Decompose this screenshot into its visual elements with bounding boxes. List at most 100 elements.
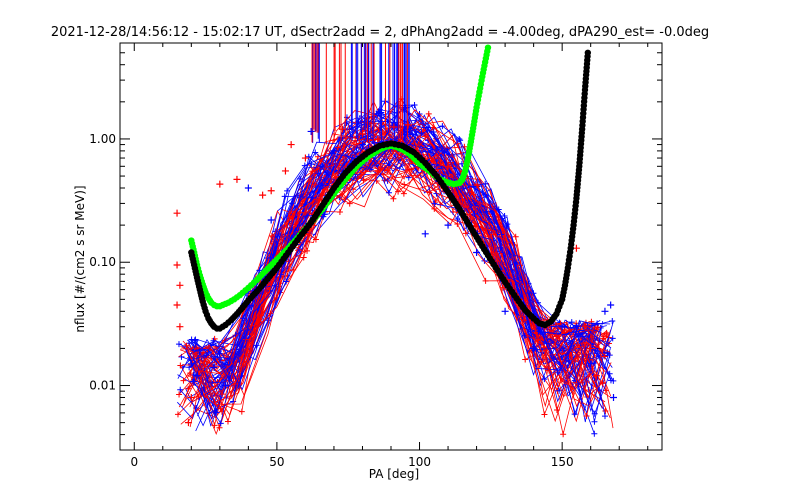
series-point <box>484 44 492 51</box>
blue-point <box>358 141 366 149</box>
trace-marker <box>609 317 616 324</box>
trace-marker <box>315 170 322 177</box>
trace-marker <box>470 191 477 198</box>
blue-point <box>330 147 338 155</box>
trace-marker <box>390 195 397 202</box>
trace-marker <box>174 411 181 418</box>
blue-point <box>267 216 275 224</box>
trace-marker <box>591 410 598 417</box>
trace-marker <box>224 418 231 425</box>
trace-marker <box>411 102 418 109</box>
trace-marker <box>311 181 318 188</box>
trace-marker <box>401 181 408 188</box>
trace-marker <box>240 315 247 322</box>
y-tick-label: 1.00 <box>89 132 116 146</box>
red-point <box>390 123 398 131</box>
trace-marker <box>602 413 609 420</box>
trace-marker <box>304 247 311 254</box>
red-point <box>281 167 289 175</box>
trace-marker <box>425 110 432 117</box>
trace-marker <box>183 342 190 349</box>
red-point <box>173 301 181 309</box>
red-point <box>458 196 466 204</box>
trace-marker <box>281 193 288 200</box>
trace-marker <box>206 410 213 417</box>
trace-marker <box>426 189 433 196</box>
blue-point <box>307 127 315 135</box>
trace-marker <box>568 351 575 358</box>
red-point <box>176 281 184 289</box>
red-point <box>581 323 589 331</box>
trace-marker <box>203 351 210 358</box>
trace-marker <box>512 233 519 240</box>
red-point <box>216 180 224 188</box>
red-point <box>184 419 192 427</box>
trace-marker <box>309 168 316 175</box>
blue-point <box>193 372 201 380</box>
trace-marker <box>284 187 291 194</box>
trace-marker <box>218 408 225 415</box>
trace-marker <box>191 337 198 344</box>
trace-marker <box>335 144 342 151</box>
black-model-curve <box>188 49 592 332</box>
trace-marker <box>176 391 183 398</box>
trace-marker <box>431 200 438 207</box>
trace-marker <box>217 420 224 427</box>
trace-marker <box>454 216 461 223</box>
trace-marker <box>226 355 233 362</box>
red-point-group <box>173 121 600 427</box>
red-point <box>572 244 580 252</box>
trace-marker <box>556 387 563 394</box>
trace-marker <box>560 431 567 438</box>
trace-marker <box>200 349 207 356</box>
trace-marker <box>395 188 402 195</box>
y-axis-title: nflux [#/(cm2 s sr MeV)] <box>73 185 87 332</box>
blue-point <box>501 307 509 315</box>
trace-marker <box>541 411 548 418</box>
y-tick-label: 0.01 <box>89 379 116 393</box>
blue-point <box>210 364 218 372</box>
trace-marker <box>583 413 590 420</box>
red-point <box>287 141 295 149</box>
trace-marker <box>482 277 489 284</box>
trace-marker <box>312 149 319 156</box>
axes: 0 50 100 150 0.01 0.10 1.00 <box>89 42 663 469</box>
trace-marker <box>490 231 497 238</box>
red-point <box>592 372 600 380</box>
trace-marker <box>346 200 353 207</box>
trace-marker <box>405 174 412 181</box>
trace-marker <box>553 333 560 340</box>
trace-marker <box>603 331 610 338</box>
trace-marker <box>177 386 184 393</box>
trace-marker <box>268 232 275 239</box>
trace-marker <box>601 353 608 360</box>
trace-marker <box>541 376 548 383</box>
trace-marker <box>175 341 182 348</box>
trace-marker <box>610 377 617 384</box>
blue-point <box>587 360 595 368</box>
trace-marker <box>482 192 489 199</box>
trace-marker <box>238 408 245 415</box>
trace-marker <box>192 336 199 343</box>
x-tick-label: 100 <box>408 455 431 469</box>
x-tick-label: 150 <box>551 455 574 469</box>
trace-marker <box>526 290 533 297</box>
red-point <box>301 154 309 162</box>
trace-marker <box>385 189 392 196</box>
red-point <box>259 191 267 199</box>
trace-marker <box>504 221 511 228</box>
trace-marker <box>454 221 461 228</box>
trace-marker <box>219 391 226 398</box>
trace-marker <box>216 350 223 357</box>
series-point <box>584 49 592 56</box>
blue-point-group <box>187 127 618 401</box>
trace-marker <box>482 180 489 187</box>
red-point <box>339 125 347 133</box>
trace-marker <box>400 190 407 197</box>
red-point <box>187 393 195 401</box>
blue-point <box>222 382 230 390</box>
trace-marker <box>301 162 308 169</box>
trace-marker <box>336 208 343 215</box>
trace-marker <box>462 230 469 237</box>
blue-point <box>607 301 615 309</box>
